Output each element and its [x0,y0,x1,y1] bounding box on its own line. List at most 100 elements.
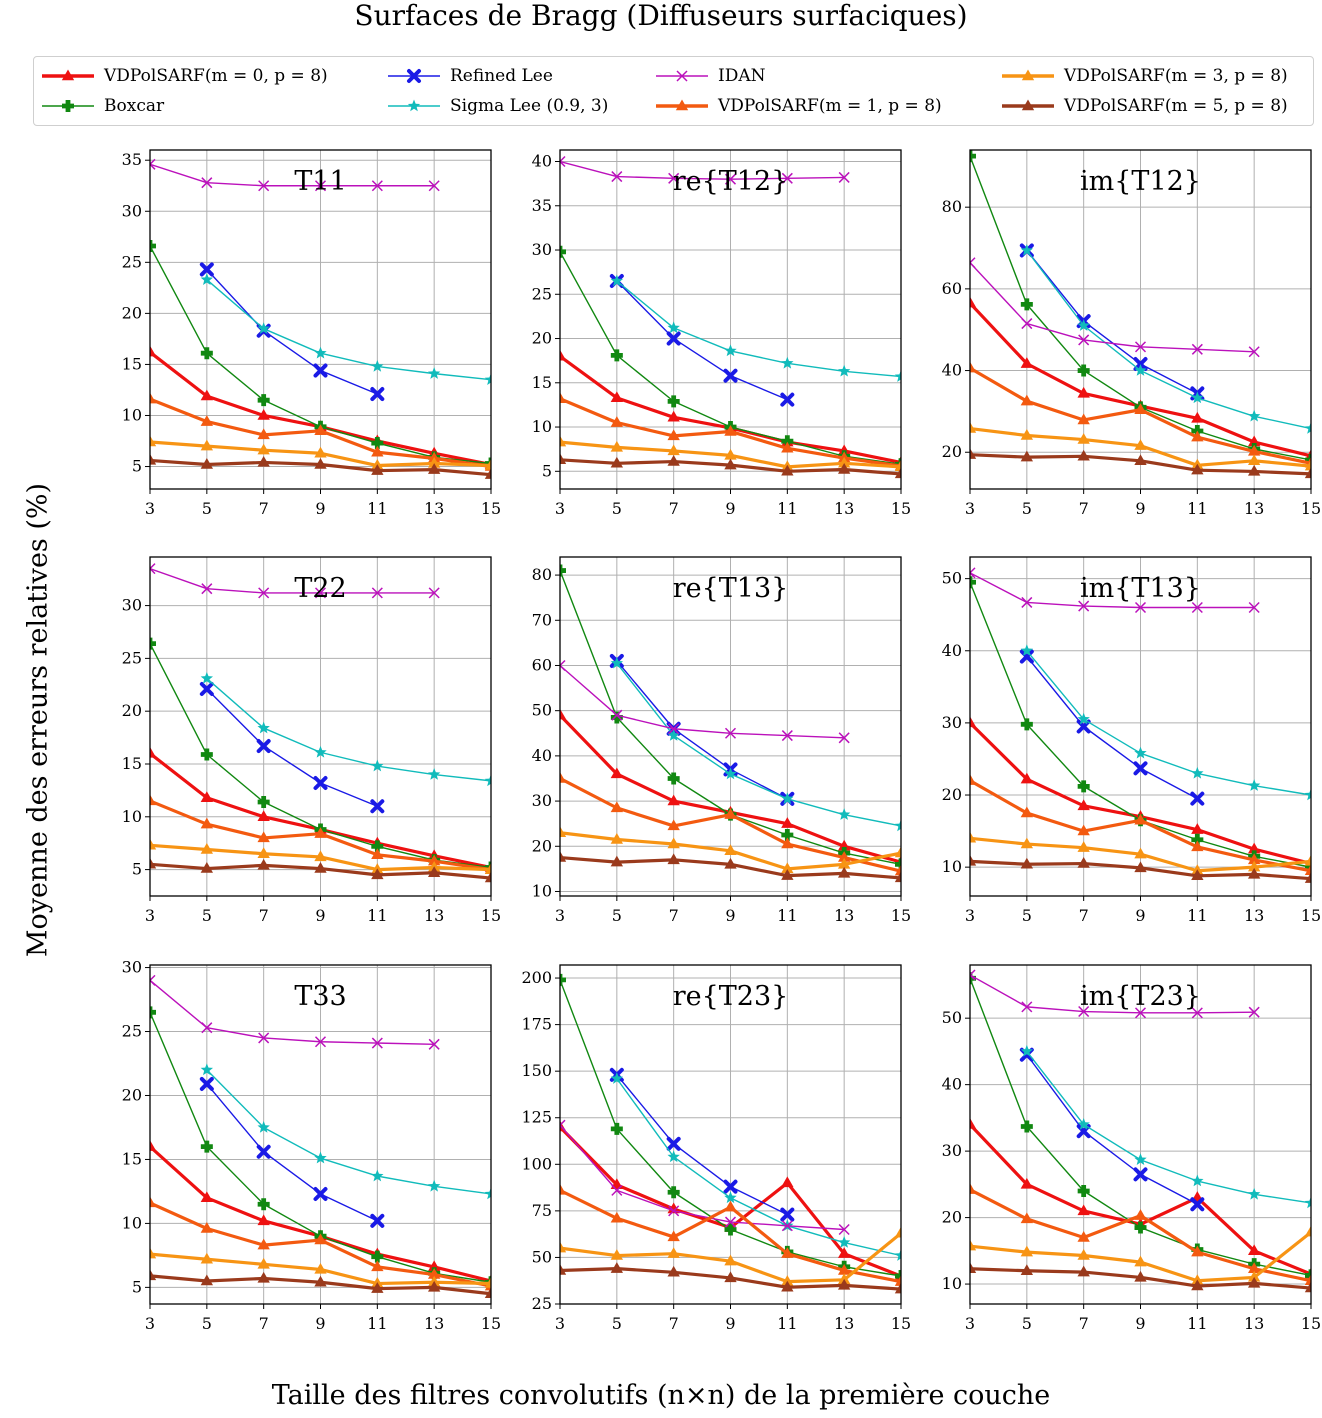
series-vdpolsarf-m-5-p-8 [150,453,491,479]
data-point [1247,435,1261,447]
data-point [200,748,213,761]
data-point [1247,464,1261,476]
y-tick-label: 15 [122,754,142,773]
data-point [894,1226,901,1238]
subplot-title: im{T13} [1080,573,1201,604]
data-point [1077,799,1090,811]
data-point [1077,1204,1090,1216]
series-line [150,567,435,594]
data-point [723,368,738,383]
data-point [970,831,977,843]
series-group [970,150,1311,479]
y-tick-label: 15 [532,373,552,392]
y-tick-label: 20 [942,785,962,804]
data-point [1077,712,1090,725]
x-tick-label: 9 [725,906,735,925]
series-idan [560,1119,850,1236]
data-point [1021,318,1033,330]
legend-marker [61,69,75,81]
subplot-title: im{T12} [1080,166,1201,197]
data-point [724,727,737,739]
data-point [256,1144,271,1159]
data-point [1134,364,1147,376]
data-point [667,794,680,806]
data-point [200,1191,214,1203]
data-point [257,443,270,455]
series-line [150,979,435,1046]
x-tick-label: 13 [834,499,854,518]
data-point [1191,1245,1204,1257]
data-point [484,373,491,385]
grid [149,150,492,489]
y-tick-label: 15 [122,354,142,373]
series-line [1026,1054,1198,1205]
y-tick-label: 10 [942,857,962,876]
data-point [257,1238,270,1250]
legend-label: VDPolSARF(m = 0, p = 8) [104,66,328,86]
data-point [667,1186,680,1199]
data-point [1077,386,1090,398]
data-point [257,322,270,334]
data-point [724,857,737,869]
data-point [1020,1177,1034,1189]
subplot-title: re{T23} [673,981,789,1012]
data-point [371,848,384,860]
data-point [1019,649,1034,664]
y-tick-label: 150 [521,1061,552,1080]
data-point [1191,430,1204,442]
data-point [1077,1231,1090,1242]
data-point [1134,813,1147,825]
legend-item-vdpolsarf-m-5-p-8: VDPolSARF(m = 5, p = 8) [1000,93,1288,119]
data-point [611,709,623,721]
data-point [781,435,794,448]
data-point [484,871,491,883]
data-point [724,1191,737,1204]
data-point [199,1076,214,1091]
data-point [724,1223,737,1236]
subplot-re-t13: 3 5 7 9 11 13 15 10 20 30 40 50 60 70 80 re{T13} [532,556,911,925]
series-line [1026,650,1311,796]
series-vdpolsarf-m-3-p-8 [970,422,1311,471]
series-line [560,664,845,739]
data-point [781,862,794,874]
data-point [200,389,214,401]
data-point [1020,450,1034,462]
data-point [150,1140,157,1151]
data-point [781,464,794,476]
data-point [200,1140,213,1153]
data-point [1077,433,1090,444]
data-point [610,456,624,468]
data-point [1191,391,1204,404]
data-point [837,1247,851,1258]
data-point [610,1211,624,1223]
x-tick-label: 3 [965,906,975,925]
x-tick-label: 3 [555,1314,565,1333]
subplot-im-t23: 3 5 7 9 11 13 15 10 20 30 40 50 im{T23} [942,964,1321,1333]
data-point [370,1213,385,1228]
data-point [1247,853,1261,865]
x-tick-label: 13 [424,906,444,925]
data-point [1020,1044,1034,1057]
series-line [616,280,788,401]
data-point [1020,428,1034,440]
legend-item-refined-lee: Refined Lee [386,63,553,89]
grid [149,557,492,896]
data-point [724,448,737,460]
series-group [970,567,1311,883]
series-group [150,563,491,883]
data-point [724,767,737,780]
data-point [970,361,977,373]
x-tick-label: 13 [1244,906,1264,925]
data-point [724,424,737,436]
data-point [781,1275,794,1286]
series-sigma-lee-0-9-3 [610,656,901,832]
data-point [970,1239,977,1251]
x-tick-label: 13 [1244,499,1264,518]
data-point [150,1269,157,1281]
series-refined-lee [1019,649,1205,806]
series-line [206,688,378,807]
data-point [427,768,441,780]
data-point [1078,334,1090,346]
data-point [258,1032,270,1044]
